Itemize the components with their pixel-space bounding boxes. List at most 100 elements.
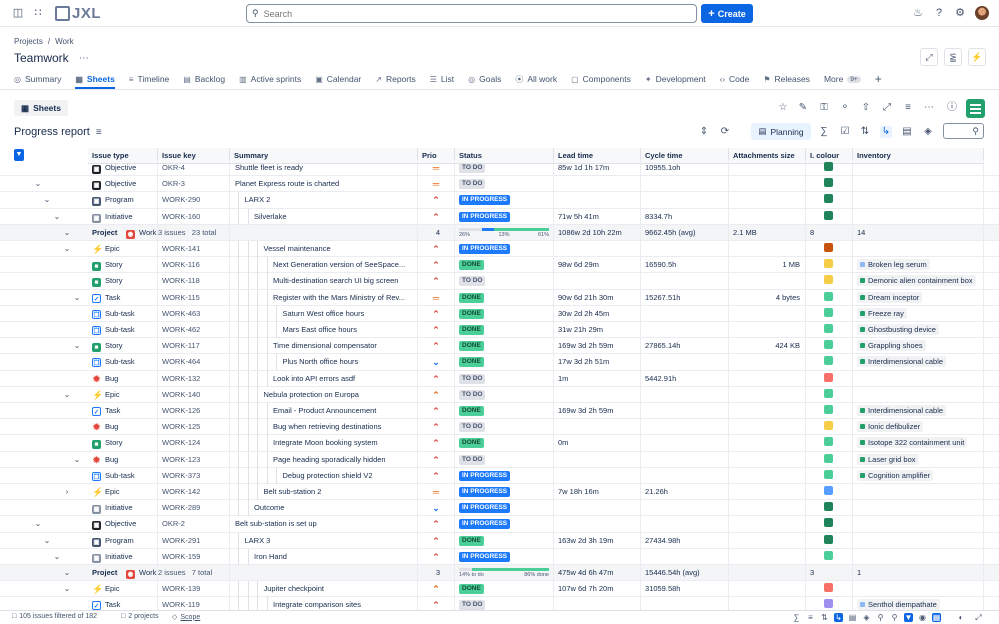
inventory-cell[interactable]: [853, 370, 984, 387]
column-header-cycle-time[interactable]: Cycle time: [641, 148, 729, 164]
summary-cell[interactable]: Mars East office hours: [230, 322, 418, 339]
inventory-cell[interactable]: [853, 516, 984, 533]
lock-icon[interactable]: ⚿: [820, 102, 828, 113]
create-button[interactable]: + Create: [701, 4, 753, 23]
colour-cell[interactable]: [806, 597, 853, 610]
status-cell[interactable]: IN PROGRESS: [455, 467, 554, 484]
row-toggle-chevron-down-icon[interactable]: ⌄: [43, 195, 51, 205]
summary-cell[interactable]: Integrate Moon booking system: [230, 435, 418, 452]
issue-key-cell[interactable]: OKR-2: [158, 516, 230, 533]
issue-key-cell[interactable]: WORK-139: [158, 581, 230, 598]
row-toggle-chevron-down-icon[interactable]: ⌄: [34, 179, 42, 189]
colour-cell[interactable]: [806, 160, 853, 177]
footer-sort-icon[interactable]: ⇅: [821, 613, 828, 622]
priority-cell[interactable]: ⌃: [418, 386, 455, 403]
colour-cell[interactable]: [806, 354, 853, 371]
hierarchy-icon[interactable]: ↳: [880, 126, 892, 138]
status-cell[interactable]: DONE: [455, 322, 554, 339]
priority-cell[interactable]: ⌃: [418, 435, 455, 452]
colour-cell[interactable]: [806, 581, 853, 598]
column-header-prio[interactable]: Prio: [418, 148, 455, 164]
summary-cell[interactable]: Outcome: [230, 500, 418, 517]
summary-cell[interactable]: Silverlake: [230, 208, 418, 225]
tab-summary[interactable]: ◎ Summary: [14, 72, 61, 86]
status-cell[interactable]: IN PROGRESS: [455, 500, 554, 517]
colour-cell[interactable]: [806, 370, 853, 387]
summary-cell[interactable]: Bug when retrieving destinations: [230, 419, 418, 436]
inventory-cell[interactable]: Isotope 322 containment unit: [853, 435, 984, 452]
status-cell[interactable]: TO DO: [455, 370, 554, 387]
footer-zoom-icon[interactable]: ⚲: [891, 613, 898, 622]
priority-cell[interactable]: ⌃: [418, 581, 455, 598]
tab-calendar[interactable]: ▣ Calendar: [315, 72, 361, 86]
status-cell[interactable]: TO DO: [455, 273, 554, 290]
tab-active-sprints[interactable]: ▥ Active sprints: [239, 72, 301, 86]
jxl-app-icon[interactable]: [966, 99, 985, 118]
summary-cell[interactable]: Shuttle fleet is ready: [230, 160, 418, 177]
summary-cell[interactable]: Next Generation version of SeeSpace...: [230, 257, 418, 274]
priority-cell[interactable]: ⌃: [418, 322, 455, 339]
checklist-icon[interactable]: ☑: [840, 126, 850, 137]
footer-paint-icon[interactable]: ◈: [863, 613, 870, 622]
colour-cell[interactable]: [806, 208, 853, 225]
summary-cell[interactable]: Nebula protection on Europa: [230, 386, 418, 403]
row-toggle-chevron-down-icon[interactable]: ⌄: [63, 244, 71, 253]
issue-key-cell[interactable]: OKR-4: [158, 160, 230, 177]
summary-cell[interactable]: Integrate comparison sites: [230, 597, 418, 610]
colour-cell[interactable]: [806, 467, 853, 484]
issue-key-cell[interactable]: WORK-462: [158, 322, 230, 339]
summary-cell[interactable]: Multi-destination search UI big screen: [230, 273, 418, 290]
issue-key-cell[interactable]: WORK-464: [158, 354, 230, 371]
colour-cell[interactable]: [806, 241, 853, 258]
gear-icon[interactable]: ⚙: [955, 7, 965, 19]
status-cell[interactable]: DONE: [455, 435, 554, 452]
sheet-search[interactable]: ⚲: [943, 123, 984, 139]
footer-app-icon[interactable]: ▦: [932, 613, 941, 622]
priority-cell[interactable]: ⌃: [418, 241, 455, 258]
scope-link[interactable]: ◇ Scope: [172, 613, 200, 622]
issue-key-cell[interactable]: WORK-373: [158, 467, 230, 484]
logo[interactable]: JXL: [55, 5, 101, 22]
colour-cell[interactable]: [806, 386, 853, 403]
status-cell[interactable]: IN PROGRESS: [455, 241, 554, 258]
inventory-cell[interactable]: [853, 176, 984, 193]
summary-cell[interactable]: Belt sub-station 2: [230, 484, 418, 501]
colour-cell[interactable]: [806, 435, 853, 452]
colour-cell[interactable]: [806, 484, 853, 501]
row-toggle-chevron-down-icon[interactable]: ⌄: [53, 551, 61, 561]
inventory-cell[interactable]: Cognition amplifier: [853, 467, 984, 484]
tab-development[interactable]: ✦ Development: [645, 72, 706, 86]
priority-cell[interactable]: ⌃: [418, 273, 455, 290]
colour-cell[interactable]: [806, 289, 853, 306]
issue-key-cell[interactable]: WORK-124: [158, 435, 230, 452]
summary-cell[interactable]: Look into API errors asdf: [230, 370, 418, 387]
status-cell[interactable]: DONE: [455, 354, 554, 371]
issue-key-cell[interactable]: WORK-117: [158, 338, 230, 355]
status-cell[interactable]: IN PROGRESS: [455, 192, 554, 209]
inventory-cell[interactable]: [853, 484, 984, 501]
issue-key-cell[interactable]: WORK-159: [158, 548, 230, 565]
inventory-cell[interactable]: Broken leg serum: [853, 257, 984, 274]
colour-cell[interactable]: [806, 419, 853, 436]
collapse-rows-icon[interactable]: ⇕: [699, 126, 709, 137]
priority-cell[interactable]: ⌃: [418, 419, 455, 436]
issue-key-cell[interactable]: WORK-463: [158, 305, 230, 322]
priority-cell[interactable]: ⌃: [418, 403, 455, 420]
row-toggle-chevron-down-icon[interactable]: ⌄: [63, 568, 71, 577]
footer-toggle-icon[interactable]: ◐: [958, 613, 964, 622]
colour-cell[interactable]: [806, 516, 853, 533]
issue-key-cell[interactable]: WORK-142: [158, 484, 230, 501]
inventory-cell[interactable]: [853, 208, 984, 225]
column-header-attachments-size[interactable]: Attachments size: [729, 148, 806, 164]
summary-cell[interactable]: Saturn West office hours: [230, 305, 418, 322]
summary-cell[interactable]: Register with the Mars Ministry of Rev..…: [230, 289, 418, 306]
issue-key-cell[interactable]: WORK-290: [158, 192, 230, 209]
inventory-cell[interactable]: [853, 500, 984, 517]
priority-cell[interactable]: ⌃: [418, 208, 455, 225]
inventory-cell[interactable]: Freeze ray: [853, 305, 984, 322]
app-switcher-icon[interactable]: ∷: [34, 7, 42, 19]
inventory-cell[interactable]: Senthol diempathate: [853, 597, 984, 610]
tab-backlog[interactable]: ▤ Backlog: [183, 72, 225, 86]
tab-more[interactable]: More 9+: [824, 72, 861, 86]
status-cell[interactable]: DONE: [455, 257, 554, 274]
